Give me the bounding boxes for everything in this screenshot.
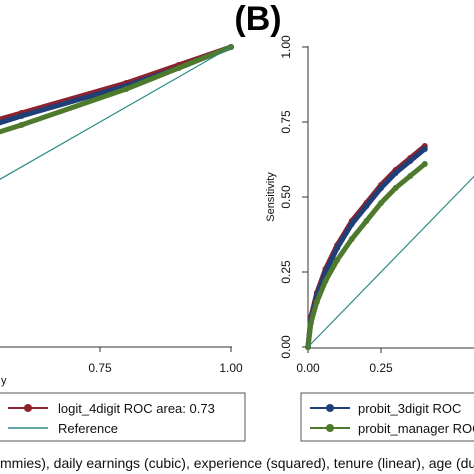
panel-b-series-1-point-4: [334, 245, 341, 251]
panel-a-series-2-point-4: [123, 86, 130, 92]
panel-b-legend-marker-1: [326, 424, 334, 432]
panel-b-series-1-point-9: [407, 158, 414, 164]
panel-a: 0.75 1.00 y: [0, 44, 243, 387]
panel-b-ytick-label-4: 1.00: [279, 35, 293, 59]
panel-b-legend-box: [300, 392, 474, 442]
panel-a-legend-box: [0, 392, 246, 442]
panel-b-legend-label-1: probit_manager ROC: [358, 421, 474, 436]
panel-a-legend: logit_4digit ROC area: 0.73 Reference: [0, 392, 246, 442]
panel-b-series-2-point-5: [348, 236, 355, 242]
panel-b-xtick-label-0: 0.00: [296, 361, 320, 375]
panel-b-legend-label-0: probit_3digit ROC: [358, 401, 461, 416]
panel-b-xtick-label-1: 0.25: [369, 361, 393, 375]
panel-a-series-line-3: [0, 46, 232, 180]
panel-b-series-line-3: [307, 175, 474, 348]
panel-b-series-2-point-2: [313, 299, 320, 305]
panel-a-series-1-point-3: [18, 113, 25, 119]
panel-a-legend-label-1: Reference: [58, 421, 118, 436]
panel-b-ytick-label-3: 0.75: [279, 110, 293, 134]
panel-b-ytick-label-1: 0.25: [279, 260, 293, 284]
panel-label: (B): [234, 0, 281, 38]
panel-a-series-line-2: [0, 44, 234, 135]
panel-b-series-2-point-8: [392, 185, 399, 191]
footnote: mmies), daily earnings (cubic), experien…: [0, 455, 474, 471]
panel-b-series-1-point-8: [392, 170, 399, 176]
panel-a-xlabel-fragment: y: [1, 375, 7, 387]
panel-b-series-2-point-6: [363, 218, 370, 224]
panel-a-series: [0, 44, 234, 180]
panel-b-series-1-point-10: [421, 146, 428, 152]
panel-b-series-2-point-3: [322, 278, 329, 284]
panel-b-series-1-point-6: [363, 203, 370, 209]
panel-b-series-2-point-1: [307, 320, 314, 326]
panel-b-series-1-point-7: [378, 185, 384, 191]
panel-a-xtick-label-1: 1.00: [219, 361, 243, 375]
panel-a-series-2-point-5: [175, 65, 182, 71]
panel-a-series-line-1: [0, 44, 234, 126]
panel-b-ytick-label-2: 0.50: [279, 185, 293, 209]
panel-b-series-2-point-4: [334, 257, 341, 263]
panel-a-legend-label-0: logit_4digit ROC area: 0.73: [58, 401, 215, 416]
panel-b-series-2-point-9: [407, 173, 414, 179]
panel-b-series-2-point-10: [421, 161, 428, 167]
panel-b: 0.00 0.25 0.50 0.75 1.00 Sensitivity 0.0…: [265, 35, 474, 375]
panel-b-series-line-2: [305, 161, 428, 350]
panel-b-ytick-label-0: 0.00: [279, 335, 293, 359]
panel-a-series-line-0: [0, 44, 234, 122]
panel-b-series-1-point-5: [348, 221, 355, 227]
panel-b-ylabel: Sensitivity: [265, 172, 277, 222]
panel-a-xtick-label-0: 0.75: [88, 361, 112, 375]
panel-b-legend-marker-0: [326, 404, 334, 412]
panel-a-legend-marker-0: [24, 404, 32, 412]
panel-a-series-2-point-3: [18, 122, 25, 128]
panel-b-legend: probit_3digit ROC probit_manager ROC: [300, 392, 474, 442]
panel-b-series-2-point-7: [378, 200, 384, 206]
panel-b-series: [305, 143, 474, 350]
